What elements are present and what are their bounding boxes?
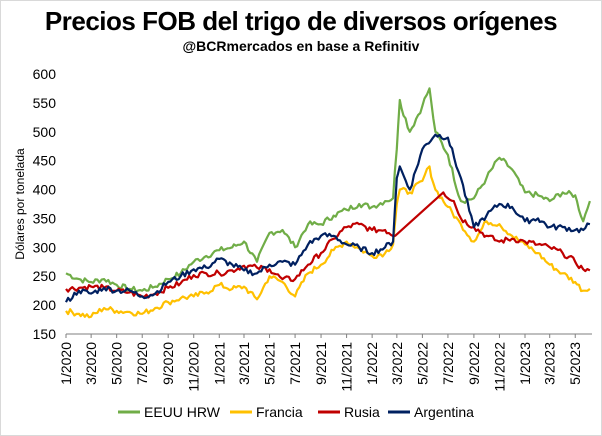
chart-title: Precios FOB del trigo de diversos orígen…: [44, 6, 558, 36]
x-tick-label: 11/2022: [491, 342, 507, 392]
x-tick-label: 9/2020: [160, 342, 176, 385]
x-tick-label: 3/2022: [389, 342, 405, 385]
x-tick-label: 1/2021: [211, 342, 227, 385]
x-tick-label: 11/2021: [339, 342, 355, 392]
y-tick-label: 350: [33, 210, 57, 226]
y-tick-label: 600: [33, 66, 57, 82]
y-tick-label: 250: [33, 268, 57, 284]
x-tick-label: 5/2021: [262, 342, 278, 385]
x-tick-label: 7/2022: [440, 342, 456, 385]
x-tick-label: 3/2020: [83, 342, 99, 385]
legend-label-eeuu-hrw: EEUU HRW: [144, 404, 221, 420]
x-tick-label: 9/2022: [466, 342, 482, 385]
legend-label-argentina: Argentina: [414, 404, 474, 420]
x-tick-label: 3/2023: [542, 342, 558, 385]
series-line-francia: [65, 165, 591, 319]
y-tick-label: 400: [33, 182, 57, 198]
series-line-rusia: [65, 191, 591, 299]
x-tick-label: 7/2021: [287, 342, 303, 385]
legend-label-rusia: Rusia: [344, 404, 380, 420]
y-tick-label: 450: [33, 153, 57, 169]
chart-subtitle: @BCRmercados en base a Refinitiv: [182, 38, 420, 54]
y-tick-label: 200: [33, 297, 57, 313]
x-tick-label: 1/2023: [517, 342, 533, 385]
x-tick-label: 9/2021: [313, 342, 329, 385]
y-tick-label: 300: [33, 239, 57, 255]
x-tick-label: 1/2020: [58, 342, 74, 385]
y-tick-label: 500: [33, 124, 57, 140]
x-tick-label: 7/2020: [134, 342, 150, 385]
x-tick-label: 5/2023: [567, 342, 583, 385]
series-line-argentina: [65, 133, 591, 303]
y-tick-label: 550: [33, 95, 57, 111]
x-tick-label: 11/2020: [186, 342, 202, 392]
y-axis-label: Dólares por tonelada: [13, 148, 27, 260]
legend-label-francia: Francia: [256, 404, 303, 420]
x-tick-label: 5/2022: [414, 342, 430, 385]
y-tick-label: 150: [33, 326, 57, 342]
series-line-eeuu-hrw: [65, 87, 591, 293]
x-tick-label: 1/2022: [364, 342, 380, 385]
x-tick-label: 5/2020: [109, 342, 125, 385]
x-tick-label: 3/2021: [236, 342, 252, 385]
